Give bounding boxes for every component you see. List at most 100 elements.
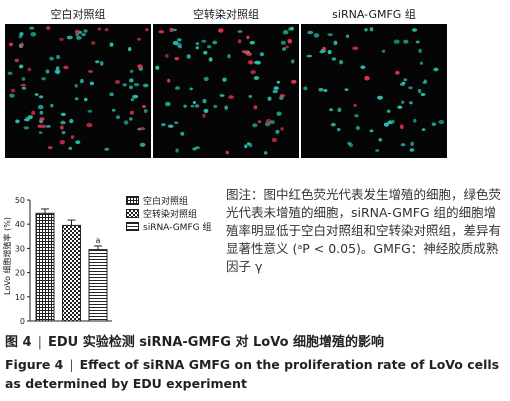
green-cell bbox=[74, 83, 78, 88]
red-cell bbox=[225, 150, 229, 155]
red-cell bbox=[88, 70, 93, 73]
green-cell bbox=[192, 101, 196, 104]
green-cell bbox=[21, 77, 26, 81]
red-cell bbox=[20, 42, 24, 47]
green-cell bbox=[348, 142, 353, 148]
caption-cn-separator: | bbox=[37, 335, 42, 350]
red-cell bbox=[41, 124, 46, 129]
green-cell bbox=[19, 64, 24, 69]
green-cell bbox=[116, 115, 120, 120]
red-cell bbox=[202, 113, 206, 118]
green-cell bbox=[61, 131, 66, 135]
green-cell bbox=[323, 89, 328, 92]
green-cell bbox=[417, 88, 422, 94]
red-cell bbox=[290, 79, 297, 84]
red-cell bbox=[31, 110, 36, 115]
green-cell bbox=[369, 129, 374, 133]
green-cell bbox=[39, 110, 44, 115]
green-cell bbox=[167, 124, 174, 128]
green-cell bbox=[45, 69, 50, 74]
green-cell bbox=[254, 60, 261, 65]
red-cell bbox=[86, 122, 93, 128]
green-cell bbox=[21, 86, 27, 90]
green-cell bbox=[76, 36, 82, 40]
red-cell bbox=[39, 117, 45, 121]
green-cell bbox=[29, 26, 35, 30]
green-cell bbox=[50, 103, 54, 108]
green-cell bbox=[132, 94, 139, 99]
red-cell bbox=[20, 83, 26, 87]
green-cell bbox=[409, 148, 415, 152]
green-cell bbox=[344, 88, 349, 91]
green-cell bbox=[421, 128, 426, 131]
green-cell bbox=[329, 108, 334, 112]
green-cell bbox=[23, 126, 30, 130]
green-cell bbox=[263, 151, 268, 155]
red-cell bbox=[237, 39, 242, 44]
red-cell bbox=[59, 37, 64, 41]
red-cell bbox=[253, 105, 258, 110]
green-cell bbox=[259, 52, 264, 57]
red-cell bbox=[169, 27, 174, 33]
green-cell bbox=[161, 123, 166, 127]
green-cell bbox=[303, 86, 308, 91]
green-cell bbox=[282, 29, 289, 35]
green-cell bbox=[104, 147, 110, 151]
red-cell bbox=[129, 110, 134, 115]
red-cell bbox=[352, 46, 359, 51]
green-cell bbox=[438, 120, 445, 124]
green-cell bbox=[227, 54, 231, 59]
green-cell bbox=[83, 29, 88, 33]
green-cell bbox=[15, 119, 20, 124]
green-cell bbox=[195, 42, 200, 46]
green-cell bbox=[39, 95, 44, 99]
green-cell bbox=[419, 61, 424, 65]
caption-cn-text: EDU 实验检测 siRNA-GMFG 对 LoVo 细胞增殖的影响 bbox=[47, 335, 385, 350]
green-cell bbox=[143, 109, 148, 113]
legend-item-sirna: siRNA-GMFG 组 bbox=[126, 220, 211, 233]
red-cell bbox=[91, 41, 96, 45]
green-cell bbox=[400, 143, 406, 147]
panel-title-sirna: siRNA-GMFG 组 bbox=[332, 8, 416, 21]
green-cell bbox=[386, 109, 391, 113]
red-cell bbox=[246, 35, 250, 40]
green-cell bbox=[237, 30, 243, 33]
green-cell bbox=[327, 33, 333, 36]
red-cell bbox=[46, 26, 51, 30]
red-cell bbox=[8, 42, 14, 47]
significance-mark: a bbox=[96, 236, 101, 245]
green-cell bbox=[203, 108, 209, 113]
green-cell bbox=[313, 33, 320, 38]
green-cell bbox=[25, 116, 30, 122]
green-cell bbox=[248, 143, 253, 148]
green-cell bbox=[381, 49, 386, 53]
red-cell bbox=[353, 103, 357, 108]
green-cell bbox=[128, 47, 132, 52]
green-cell bbox=[18, 35, 23, 39]
green-cell bbox=[183, 104, 187, 108]
bar-plaid bbox=[35, 212, 55, 322]
legend-item-blank: 空白对照组 bbox=[126, 194, 211, 207]
red-cell bbox=[104, 28, 109, 32]
green-cell bbox=[431, 122, 437, 126]
red-cell bbox=[250, 70, 256, 75]
caption-en-text: Effect of siRNA GMFG on the proliferatio… bbox=[5, 357, 500, 391]
y-tick-label: 10 bbox=[15, 293, 25, 302]
red-cell bbox=[142, 105, 146, 108]
green-cell bbox=[248, 95, 253, 98]
red-cell bbox=[47, 146, 53, 149]
green-cell bbox=[267, 96, 272, 101]
green-cell bbox=[176, 42, 182, 47]
green-cell bbox=[81, 33, 86, 37]
green-cell bbox=[60, 112, 66, 116]
red-cell bbox=[395, 70, 400, 75]
green-cell bbox=[201, 39, 207, 43]
green-cell bbox=[288, 27, 293, 31]
green-cell bbox=[75, 32, 80, 37]
y-tick-label: 50 bbox=[15, 196, 25, 205]
green-cell bbox=[19, 32, 24, 36]
green-cell bbox=[202, 98, 207, 104]
green-cell bbox=[433, 67, 439, 72]
red-cell bbox=[97, 27, 101, 31]
green-cell bbox=[34, 93, 39, 96]
